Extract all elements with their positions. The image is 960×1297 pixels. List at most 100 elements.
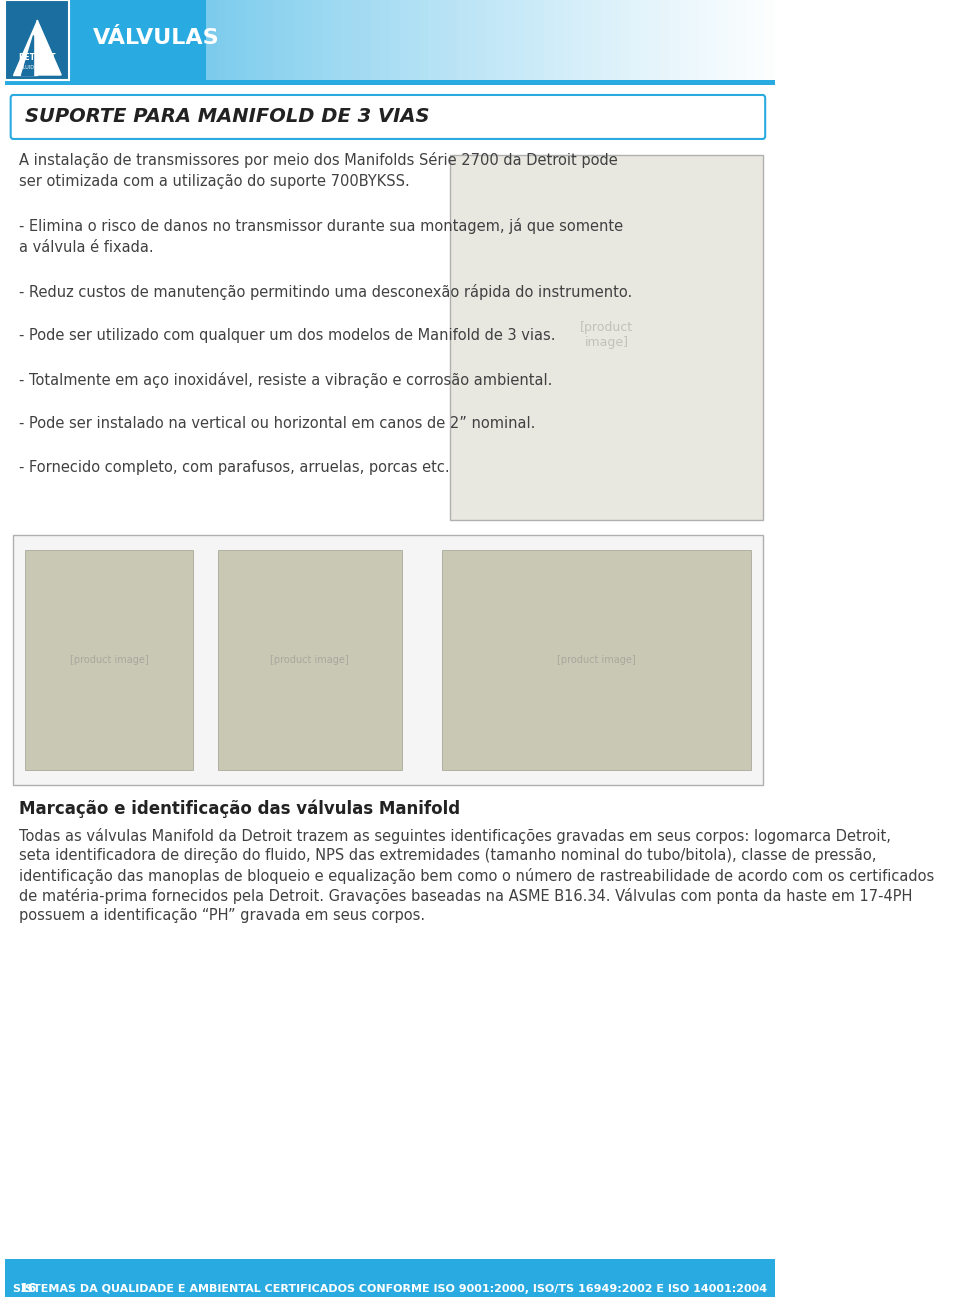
- FancyBboxPatch shape: [198, 0, 207, 80]
- Polygon shape: [13, 19, 37, 75]
- FancyBboxPatch shape: [679, 0, 688, 80]
- FancyBboxPatch shape: [218, 550, 402, 770]
- FancyBboxPatch shape: [564, 0, 573, 80]
- FancyBboxPatch shape: [698, 0, 708, 80]
- Text: ser otimizada com a utilização do suporte 700BYKSS.: ser otimizada com a utilização do suport…: [19, 174, 410, 189]
- FancyBboxPatch shape: [236, 0, 246, 80]
- FancyBboxPatch shape: [535, 0, 544, 80]
- Text: [product image]: [product image]: [557, 655, 636, 665]
- FancyBboxPatch shape: [275, 0, 284, 80]
- FancyBboxPatch shape: [419, 0, 428, 80]
- FancyBboxPatch shape: [438, 0, 447, 80]
- FancyBboxPatch shape: [524, 0, 535, 80]
- FancyBboxPatch shape: [505, 0, 515, 80]
- FancyBboxPatch shape: [476, 0, 486, 80]
- Text: identificação das manoplas de bloqueio e equalização bem como o número de rastre: identificação das manoplas de bloqueio e…: [19, 868, 935, 883]
- FancyBboxPatch shape: [101, 0, 111, 80]
- FancyBboxPatch shape: [756, 0, 765, 80]
- FancyBboxPatch shape: [11, 95, 765, 139]
- FancyBboxPatch shape: [457, 0, 467, 80]
- FancyBboxPatch shape: [361, 0, 371, 80]
- FancyBboxPatch shape: [660, 0, 669, 80]
- FancyBboxPatch shape: [303, 0, 313, 80]
- FancyBboxPatch shape: [428, 0, 438, 80]
- Text: SUPORTE PARA MANIFOLD DE 3 VIAS: SUPORTE PARA MANIFOLD DE 3 VIAS: [25, 108, 430, 127]
- FancyBboxPatch shape: [24, 0, 34, 80]
- Polygon shape: [37, 19, 61, 75]
- FancyBboxPatch shape: [5, 0, 69, 80]
- FancyBboxPatch shape: [583, 0, 592, 80]
- FancyBboxPatch shape: [640, 0, 650, 80]
- FancyBboxPatch shape: [467, 0, 476, 80]
- FancyBboxPatch shape: [5, 1262, 775, 1297]
- FancyBboxPatch shape: [179, 0, 188, 80]
- Text: A instalação de transmissores por meio dos Manifolds Série 2700 da Detroit pode: A instalação de transmissores por meio d…: [19, 152, 618, 167]
- FancyBboxPatch shape: [140, 0, 150, 80]
- FancyBboxPatch shape: [602, 0, 612, 80]
- Text: de matéria-prima fornecidos pela Detroit. Gravações baseadas na ASME B16.34. Vál: de matéria-prima fornecidos pela Detroit…: [19, 887, 913, 904]
- Polygon shape: [21, 35, 34, 75]
- FancyBboxPatch shape: [708, 0, 717, 80]
- FancyBboxPatch shape: [736, 0, 746, 80]
- FancyBboxPatch shape: [62, 0, 72, 80]
- FancyBboxPatch shape: [612, 0, 621, 80]
- FancyBboxPatch shape: [486, 0, 495, 80]
- Text: [product image]: [product image]: [271, 655, 349, 665]
- Text: a válvula é fixada.: a válvula é fixada.: [19, 240, 155, 256]
- FancyBboxPatch shape: [409, 0, 419, 80]
- FancyBboxPatch shape: [592, 0, 602, 80]
- FancyBboxPatch shape: [25, 550, 194, 770]
- FancyBboxPatch shape: [313, 0, 323, 80]
- FancyBboxPatch shape: [188, 0, 198, 80]
- FancyBboxPatch shape: [515, 0, 524, 80]
- Text: - Reduz custos de manutenção permitindo uma desconexão rápida do instrumento.: - Reduz custos de manutenção permitindo …: [19, 284, 633, 300]
- FancyBboxPatch shape: [323, 0, 332, 80]
- FancyBboxPatch shape: [150, 0, 159, 80]
- FancyBboxPatch shape: [631, 0, 640, 80]
- Text: - Totalmente em aço inoxidável, resiste a vibração e corrosão ambiental.: - Totalmente em aço inoxidável, resiste …: [19, 372, 553, 388]
- FancyBboxPatch shape: [399, 0, 409, 80]
- Text: possuem a identificação “PH” gravada em seus corpos.: possuem a identificação “PH” gravada em …: [19, 908, 425, 922]
- FancyBboxPatch shape: [390, 0, 399, 80]
- Text: FLUID POWER: FLUID POWER: [20, 65, 54, 70]
- FancyBboxPatch shape: [72, 0, 82, 80]
- FancyBboxPatch shape: [284, 0, 294, 80]
- Text: Marcação e identificação das válvulas Manifold: Marcação e identificação das válvulas Ma…: [19, 800, 461, 818]
- FancyBboxPatch shape: [169, 0, 179, 80]
- FancyBboxPatch shape: [43, 0, 53, 80]
- FancyBboxPatch shape: [688, 0, 698, 80]
- FancyBboxPatch shape: [5, 80, 775, 86]
- Text: - Elimina o risco de danos no transmissor durante sua montagem, já que somente: - Elimina o risco de danos no transmisso…: [19, 218, 624, 233]
- Text: - Pode ser instalado na vertical ou horizontal em canos de 2” nominal.: - Pode ser instalado na vertical ou hori…: [19, 416, 536, 431]
- FancyBboxPatch shape: [450, 154, 763, 520]
- FancyBboxPatch shape: [159, 0, 169, 80]
- FancyBboxPatch shape: [717, 0, 727, 80]
- Text: Todas as válvulas Manifold da Detroit trazem as seguintes identificações gravada: Todas as válvulas Manifold da Detroit tr…: [19, 827, 892, 844]
- FancyBboxPatch shape: [255, 0, 265, 80]
- FancyBboxPatch shape: [34, 0, 43, 80]
- FancyBboxPatch shape: [447, 0, 457, 80]
- FancyBboxPatch shape: [669, 0, 679, 80]
- FancyBboxPatch shape: [13, 534, 763, 785]
- FancyBboxPatch shape: [91, 0, 101, 80]
- FancyBboxPatch shape: [380, 0, 390, 80]
- FancyBboxPatch shape: [554, 0, 564, 80]
- FancyBboxPatch shape: [371, 0, 380, 80]
- Text: VÁLVULAS: VÁLVULAS: [93, 29, 220, 48]
- FancyBboxPatch shape: [131, 0, 140, 80]
- FancyBboxPatch shape: [265, 0, 275, 80]
- FancyBboxPatch shape: [650, 0, 660, 80]
- FancyBboxPatch shape: [207, 0, 217, 80]
- FancyBboxPatch shape: [727, 0, 736, 80]
- FancyBboxPatch shape: [765, 0, 775, 80]
- Text: - Pode ser utilizado com qualquer um dos modelos de Manifold de 3 vias.: - Pode ser utilizado com qualquer um dos…: [19, 328, 556, 342]
- Text: SISTEMAS DA QUALIDADE E AMBIENTAL CERTIFICADOS CONFORME ISO 9001:2000, ISO/TS 16: SISTEMAS DA QUALIDADE E AMBIENTAL CERTIF…: [12, 1284, 767, 1293]
- FancyBboxPatch shape: [342, 0, 351, 80]
- FancyBboxPatch shape: [5, 1258, 775, 1262]
- FancyBboxPatch shape: [5, 0, 205, 80]
- Text: seta identificadora de direção do fluido, NPS das extremidades (tamanho nominal : seta identificadora de direção do fluido…: [19, 848, 876, 863]
- FancyBboxPatch shape: [111, 0, 121, 80]
- FancyBboxPatch shape: [53, 0, 62, 80]
- FancyBboxPatch shape: [332, 0, 342, 80]
- FancyBboxPatch shape: [294, 0, 303, 80]
